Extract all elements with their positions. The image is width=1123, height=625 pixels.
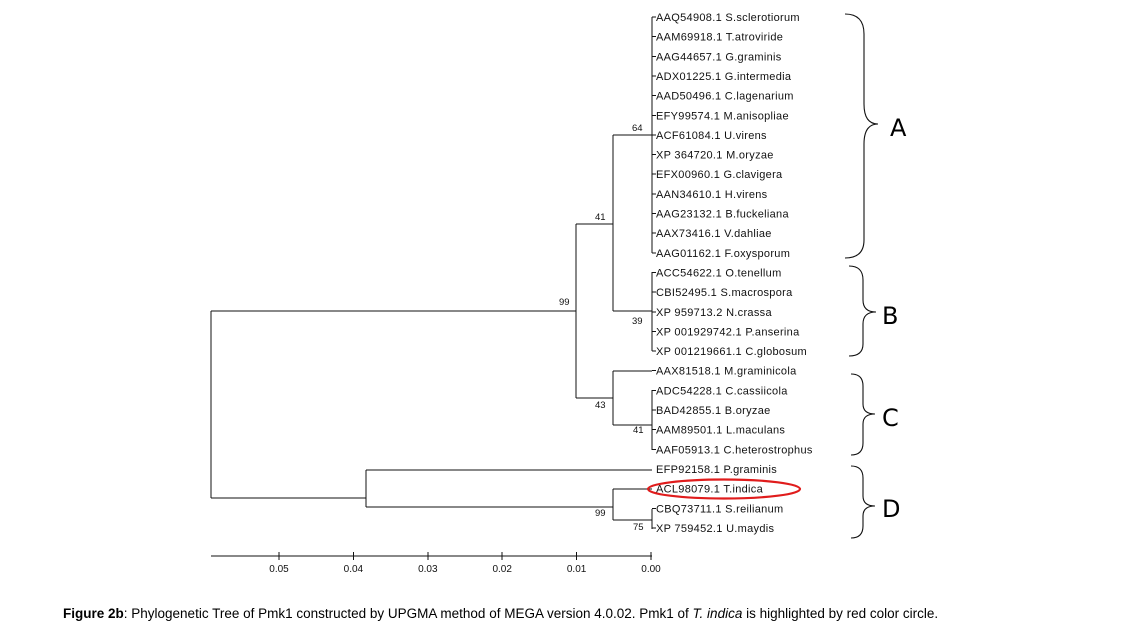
bootstrap-clade-d-sub: 75 (633, 522, 644, 533)
leaf-label: AAG44657.1 G.graminis (656, 51, 782, 63)
leaf-label: XP 959713.2 N.crassa (656, 307, 772, 319)
brace-clade-b (848, 265, 877, 357)
bootstrap-clade-a: 64 (632, 123, 643, 134)
clade-braces (844, 13, 879, 539)
bootstrap-clade-d: 99 (595, 508, 606, 519)
leaf-label: AAQ54908.1 S.sclerotiorum (656, 12, 800, 24)
leaf-label: ADX01225.1 G.intermedia (656, 71, 792, 83)
leaf-label: AAM69918.1 T.atroviride (656, 32, 783, 44)
scale-tick-label: 0.04 (344, 564, 364, 575)
bootstrap-clade-c: 43 (595, 400, 606, 411)
clade-label-b: B (882, 302, 898, 330)
leaf-label: AAG23132.1 B.fuckeliana (656, 209, 789, 221)
leaf-label: ACC54622.1 O.tenellum (656, 267, 782, 279)
scale-tick-label: 0.01 (567, 564, 587, 575)
leaf-label: XP 364720.1 M.oryzae (656, 150, 774, 162)
leaf-label: AAX81518.1 M.graminicola (656, 366, 797, 378)
leaf-label: XP 001219661.1 C.globosum (656, 346, 807, 358)
bootstrap-clade-c-sub: 41 (633, 425, 644, 436)
scale-tick-label: 0.00 (641, 564, 661, 575)
brace-clade-a (844, 13, 879, 259)
figure-caption: Figure 2b: Phylogenetic Tree of Pmk1 con… (63, 606, 938, 621)
caption-species: T. indica (692, 606, 743, 621)
leaf-label: AAX73416.1 V.dahliae (656, 228, 772, 240)
clade-label-a: A (890, 114, 907, 142)
scale-ticks: 0.05 0.04 0.03 0.02 0.01 0.00 (269, 552, 661, 575)
leaf-label: EFP92158.1 P.graminis (656, 464, 777, 476)
scale-axis: 0.05 0.04 0.03 0.02 0.01 0.00 (211, 552, 661, 575)
brace-clade-c (850, 373, 876, 456)
leaf-label: AAM89501.1 L.maculans (656, 425, 785, 437)
caption-text-2: is highlighted by red color circle. (742, 606, 939, 621)
leaf-label: AAD50496.1 C.lagenarium (656, 91, 794, 103)
leaf-label: EFX00960.1 G.clavigera (656, 169, 783, 181)
bootstrap-clade-abc: 99 (559, 297, 570, 308)
leaf-label: ACL98079.1 T.indica (656, 484, 764, 496)
bootstrap-clade-ab: 41 (595, 212, 606, 223)
clade-label-c: C (882, 404, 899, 432)
scale-tick-label: 0.03 (418, 564, 438, 575)
leaf-label: XP 001929742.1 P.anserina (656, 326, 800, 338)
bootstrap-values: 64 41 99 39 43 41 99 75 (559, 123, 644, 533)
clade-label-d: D (882, 495, 900, 523)
leaf-label: AAN34610.1 H.virens (656, 189, 768, 201)
tree-branches (210, 17, 653, 529)
leaf-label: BAD42855.1 B.oryzae (656, 405, 771, 417)
brace-clade-d (850, 465, 876, 539)
clade-letters: A B C D (882, 114, 907, 523)
bootstrap-clade-b: 39 (632, 316, 643, 327)
highlight-circle (646, 478, 802, 500)
leaf-labels: AAQ54908.1 S.sclerotiorum AAM69918.1 T.at… (652, 12, 813, 535)
caption-text-1: : Phylogenetic Tree of Pmk1 constructed … (123, 606, 693, 621)
scale-tick-label: 0.05 (269, 564, 289, 575)
leaf-label: CBI52495.1 S.macrospora (656, 287, 793, 299)
leaf-label: CBQ73711.1 S.reilianum (656, 503, 783, 515)
scale-tick-label: 0.02 (492, 564, 512, 575)
leaf-label: EFY99574.1 M.anisopliae (656, 110, 789, 122)
leaf-label: XP 759452.1 U.maydis (656, 523, 775, 535)
caption-label: Figure 2b (63, 606, 124, 621)
phylogenetic-tree: AAQ54908.1 S.sclerotiorum AAM69918.1 T.at… (210, 12, 907, 575)
leaf-label: AAG01162.1 F.oxysporum (656, 248, 790, 260)
leaf-label: ADC54228.1 C.cassiicola (656, 385, 788, 397)
leaf-label: ACF61084.1 U.virens (656, 130, 767, 142)
leaf-label: AAF05913.1 C.heterostrophus (656, 444, 813, 456)
